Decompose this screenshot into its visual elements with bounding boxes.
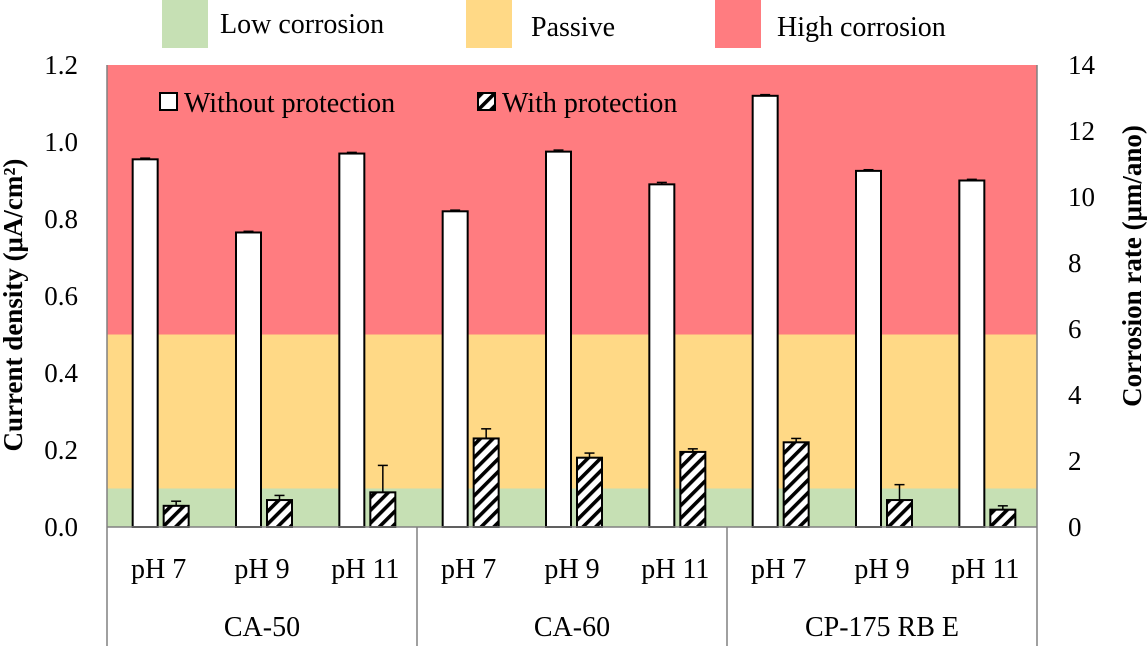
zone-legend-high-label: High corrosion — [777, 12, 946, 43]
bar-with-protection-2 — [369, 491, 397, 529]
bar-with-protection-8 — [989, 508, 1017, 528]
x-group-label: CA-60 — [534, 612, 610, 643]
bar-without-protection-2 — [338, 152, 366, 529]
y2-tick-label: 6 — [1068, 314, 1082, 344]
x-category-label: pH 11 — [331, 554, 399, 585]
zone-legend-low-swatch — [162, 0, 208, 48]
bar-with-protection-0 — [162, 504, 190, 529]
x-category-label: pH 7 — [131, 554, 186, 585]
x-group-label: CP-175 RB E — [805, 612, 959, 643]
y2-tick-label: 8 — [1068, 248, 1082, 278]
legend-swatch-with-protection — [477, 92, 496, 111]
x-group-label: CA-50 — [224, 612, 300, 643]
legend-swatch-without-protection — [159, 92, 178, 111]
y2-tick-label: 14 — [1068, 50, 1096, 80]
y-tick-label: 0.2 — [44, 435, 78, 465]
zone-legend: Low corrosion Passive High corrosion — [162, 0, 946, 48]
y2-tick-label: 0 — [1068, 512, 1082, 542]
legend-label-with-protection: With protection — [502, 88, 677, 119]
y-tick-label: 1.0 — [44, 127, 78, 157]
bar-without-protection-5 — [648, 183, 676, 528]
y2-axis-tick-labels: 0 2 4 6 8 10 12 14 — [1068, 50, 1096, 542]
bar-with-protection-3 — [472, 437, 500, 529]
zone-legend-low-label: Low corrosion — [220, 9, 384, 40]
bar-without-protection-0 — [131, 158, 159, 528]
y2-axis-title: Corrosion rate (μm/ano) — [1117, 125, 1147, 407]
bar-with-protection-7 — [886, 499, 913, 528]
y-tick-label: 0.8 — [44, 204, 78, 234]
y2-tick-label: 12 — [1068, 116, 1095, 146]
zone-legend-high-swatch — [715, 0, 761, 48]
bar-with-protection-4 — [576, 456, 603, 529]
zone-legend-passive-label: Passive — [531, 12, 615, 43]
y2-tick-label: 2 — [1068, 446, 1082, 476]
bar-without-protection-6 — [751, 94, 779, 529]
y-tick-label: 0.6 — [44, 281, 78, 311]
x-category-label: pH 7 — [441, 554, 496, 585]
bar-without-protection-3 — [441, 210, 469, 529]
bar-without-protection-4 — [545, 150, 572, 528]
y-tick-label: 0.0 — [44, 512, 78, 542]
y-tick-label: 1.2 — [44, 50, 78, 80]
y2-tick-label: 10 — [1068, 182, 1095, 212]
bar-without-protection-7 — [855, 169, 882, 528]
bar-without-protection-1 — [235, 231, 262, 528]
zone-legend-passive-swatch — [466, 0, 512, 48]
x-category-label: pH 7 — [751, 554, 806, 585]
x-category-label: pH 9 — [234, 554, 289, 585]
x-axis-labels: pH 7 pH 9 pH 11 CA-50 pH 7 pH 9 pH 11 CA-60 pH 7… — [106, 527, 1038, 646]
legend-label-without-protection: Without protection — [184, 88, 395, 119]
bar-without-protection-8 — [958, 179, 986, 528]
y-axis-title: Current density (μA/cm²) — [0, 159, 28, 452]
y2-tick-label: 4 — [1068, 380, 1082, 410]
series-legend: Without protection With protection — [159, 88, 677, 119]
x-category-label: pH 11 — [951, 554, 1019, 585]
x-category-label: pH 11 — [641, 554, 709, 585]
x-category-label: pH 9 — [544, 554, 599, 585]
bar-with-protection-5 — [679, 450, 707, 528]
axes — [106, 65, 1038, 528]
y-tick-label: 0.4 — [44, 358, 78, 388]
x-category-label: pH 9 — [854, 554, 909, 585]
y-axis-tick-labels: 0.0 0.2 0.4 0.6 0.8 1.0 1.2 — [44, 50, 78, 542]
bar-with-protection-6 — [782, 441, 810, 528]
bar-with-protection-1 — [266, 499, 293, 528]
bars — [131, 93, 1017, 529]
